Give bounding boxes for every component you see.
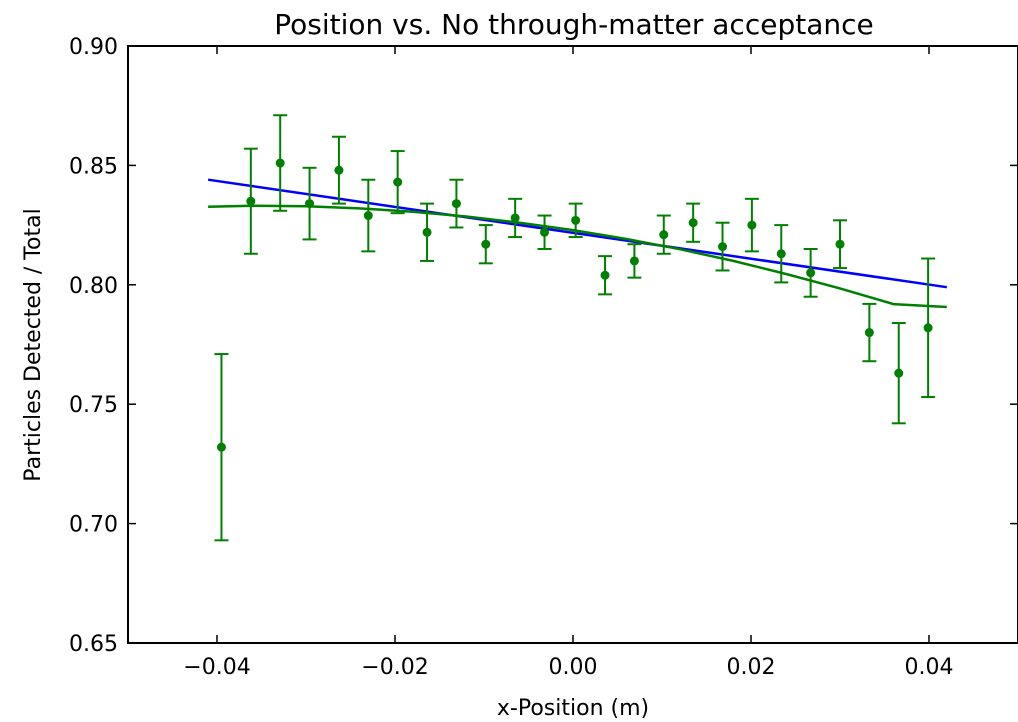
y-tick-label: 0.65 — [69, 632, 118, 657]
x-tick-label: 0.02 — [727, 655, 776, 680]
x-axis-label: x-Position (m) — [497, 696, 649, 721]
x-tick-label: −0.04 — [183, 655, 250, 680]
data-point — [806, 268, 816, 278]
data-point — [305, 199, 315, 209]
data-point — [894, 368, 904, 378]
data-point — [451, 199, 461, 209]
fit-line-2 — [208, 204, 947, 309]
x-axis: −0.04 −0.02 0.00 0.02 0.04 — [183, 46, 953, 680]
data-point — [776, 249, 786, 259]
data-point — [363, 211, 373, 221]
y-tick-label: 0.70 — [69, 513, 118, 538]
y-tick-label: 0.90 — [69, 35, 118, 60]
data-point — [510, 213, 520, 223]
data-point — [422, 227, 432, 237]
plot-area — [207, 114, 947, 542]
data-point — [688, 218, 698, 228]
data-point — [540, 227, 550, 237]
data-point — [747, 220, 757, 230]
data-point — [659, 230, 669, 240]
data-point — [246, 196, 256, 206]
y-tick-label: 0.85 — [69, 154, 118, 179]
data-point — [393, 177, 403, 187]
data-point — [216, 442, 226, 452]
x-tick-label: 0.04 — [905, 655, 954, 680]
data-point — [864, 328, 874, 338]
x-tick-label: 0.00 — [549, 655, 598, 680]
data-point — [275, 158, 285, 168]
data-point — [718, 242, 728, 252]
plot-frame — [127, 45, 1018, 644]
y-tick-label: 0.75 — [69, 393, 118, 418]
y-axis-label: Particles Detected / Total — [21, 208, 46, 481]
data-point — [629, 256, 639, 266]
y-tick-label: 0.80 — [69, 274, 118, 299]
fit-line-1 — [207, 178, 947, 289]
data-point — [835, 239, 845, 249]
y-axis: 0.65 0.70 0.75 0.80 0.85 0.90 — [69, 35, 1018, 657]
data-point — [600, 270, 610, 280]
chart-title: Position vs. No through-matter acceptanc… — [274, 8, 873, 41]
data-point — [334, 165, 344, 175]
data-point — [923, 323, 933, 333]
data-point — [571, 215, 581, 225]
x-tick-label: −0.02 — [361, 655, 428, 680]
data-point — [481, 239, 491, 249]
